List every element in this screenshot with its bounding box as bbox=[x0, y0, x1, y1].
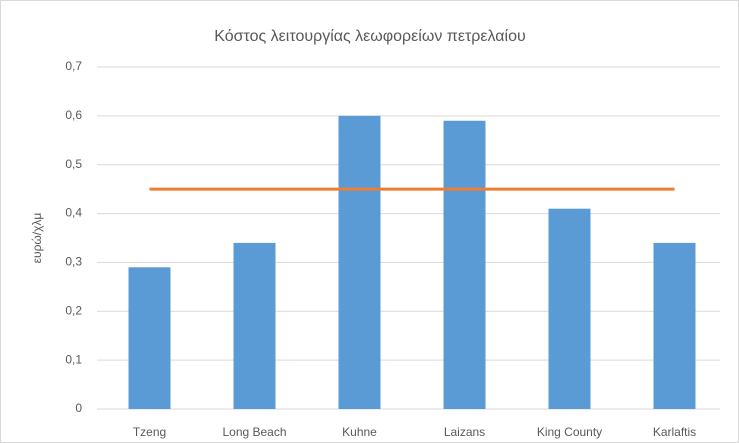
y-tick-label: 0,3 bbox=[65, 255, 82, 269]
bar bbox=[233, 242, 276, 409]
bar bbox=[443, 120, 486, 409]
bar bbox=[128, 267, 171, 409]
chart-title: Κόστος λειτουργίας λεωφορείων πετρελαίου bbox=[214, 28, 525, 45]
y-tick-label: 0,6 bbox=[65, 108, 82, 122]
x-tick-label: Laizans bbox=[444, 425, 485, 439]
y-tick-label: 0,1 bbox=[65, 352, 82, 366]
bar bbox=[548, 208, 591, 409]
bar bbox=[653, 242, 696, 409]
y-tick-label: 0,2 bbox=[65, 303, 82, 317]
x-tick-label: Tzeng bbox=[133, 425, 166, 439]
y-tick-label: 0,4 bbox=[65, 206, 82, 220]
y-tick-label: 0,7 bbox=[65, 59, 82, 73]
y-axis-label: ευρώ/χλμ bbox=[30, 213, 44, 264]
y-tick-label: 0 bbox=[75, 401, 82, 415]
x-tick-label: Long Beach bbox=[222, 425, 286, 439]
x-tick-label: Karlaftis bbox=[653, 425, 696, 439]
bar bbox=[338, 115, 381, 409]
x-tick-label: King County bbox=[537, 425, 602, 439]
x-tick-label: Kuhne bbox=[342, 425, 377, 439]
y-tick-label: 0,5 bbox=[65, 157, 82, 171]
